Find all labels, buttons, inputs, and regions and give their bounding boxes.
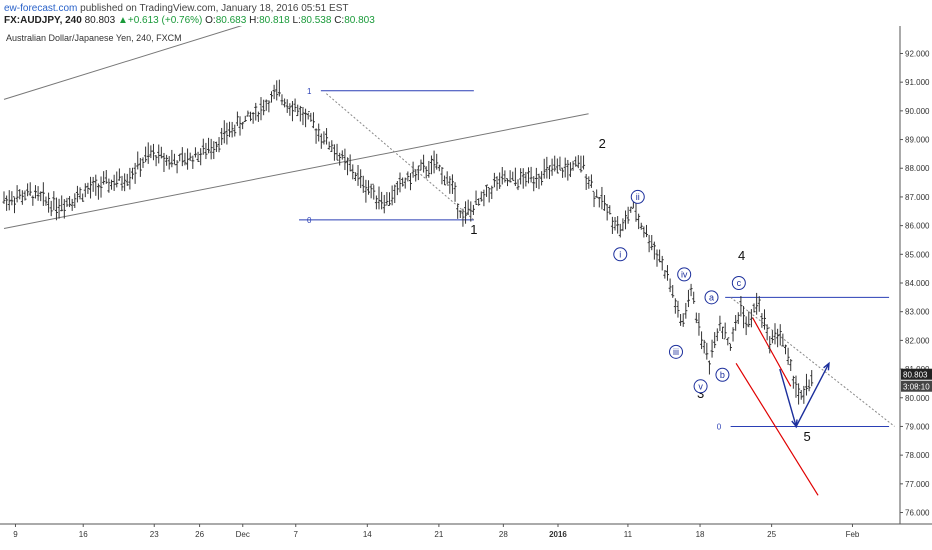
wave-label: 2 [599,136,606,151]
y-tick-label: 87.000 [905,193,930,202]
fib-level-label: 1 [307,87,312,96]
x-tick-label: 9 [13,530,18,539]
x-tick-label: Dec [236,530,250,539]
countdown-tag-label: 3:08:10 [903,383,930,392]
projection-arrowhead-down [791,419,798,429]
fib-level-label: 0 [307,216,312,225]
subwave-label: a [709,292,714,302]
subwave-label: iii [673,347,679,357]
wave-label: 4 [738,248,745,263]
y-tick-label: 86.000 [905,222,930,231]
open-value: 80.683 [215,15,247,26]
x-tick-label: 25 [767,530,776,539]
fib-level-label: 0 [717,422,722,431]
low-value: 80.538 [300,15,332,26]
subwave-label: b [720,370,725,380]
drawing-layer [3,26,895,496]
price-axis-panel [900,26,932,550]
subwave-circle [613,247,628,262]
open-label: O: [205,15,216,26]
x-tick-label: 2016 [549,530,567,539]
y-tick-label: 91.000 [905,78,930,87]
symbol-label[interactable]: FX:AUDJPY, 240 [4,15,82,26]
x-tick-label: Feb [846,530,860,539]
price-bars [2,79,814,405]
projection-arrowhead-up [823,361,830,371]
wave-label: 1 [470,222,477,237]
subwave-circle [669,344,683,359]
subwave-circle [630,189,645,204]
y-tick-label: 80.000 [905,394,930,403]
last-price-tag-label: 80.803 [903,371,928,380]
last-price: 80.803 [84,15,116,26]
chart-background [0,26,932,550]
up-arrow-icon: ▲ [117,15,128,26]
subwave-circle [693,379,708,394]
x-tick-label: 21 [434,530,443,539]
subwave-label: i [619,249,621,259]
subwave-label: ii [636,192,640,202]
site-link[interactable]: ew-forecast.com [4,3,78,14]
subwave-label: c [737,278,742,288]
fib-trend-line [730,296,895,427]
high-label: H: [249,15,260,26]
publish-info: ew-forecast.com published on TradingView… [4,3,348,14]
subwave-circle [731,276,746,290]
wave-label: 5 [804,429,811,444]
y-tick-label: 84.000 [905,279,930,288]
y-tick-label: 79.000 [905,422,930,431]
close-value: 80.803 [344,15,375,26]
low-label: L: [292,15,301,26]
symbol-quote: FX:AUDJPY, 240 80.803 ▲+0.613 (+0.76%) O… [4,15,375,26]
subwave-circle [677,267,692,282]
y-tick-label: 77.000 [905,480,930,489]
y-tick-label: 76.000 [905,509,930,518]
subwave-circle [704,290,719,305]
x-tick-label: 14 [363,530,372,539]
wedge-line [751,317,792,387]
x-tick-label: 7 [294,530,299,539]
x-tick-label: 18 [696,530,705,539]
price-chart[interactable]: Australian Dollar/Japanese Yen, 240, FXC… [0,26,932,550]
wedge-line [735,363,819,496]
y-tick-label: 85.000 [905,250,930,259]
chart-title: Australian Dollar/Japanese Yen, 240, FXC… [6,33,182,43]
x-tick-label: 26 [195,530,204,539]
chart-header: ew-forecast.com published on TradingView… [0,0,932,26]
subwave-circle [715,367,730,382]
y-tick-label: 78.000 [905,451,930,460]
close-label: C: [334,15,345,26]
y-tick-label: 92.000 [905,49,930,58]
last-price-tag [901,368,932,380]
x-tick-label: 11 [624,530,633,539]
x-tick-label: 28 [499,530,508,539]
published-text: published on TradingView.com, January 18… [80,3,349,14]
change-value: +0.613 (+0.76%) [127,15,203,26]
x-tick-label: 16 [79,530,88,539]
annotation-layer: 12345iiiiiiivvabc100 [307,87,811,444]
subwave-label: iv [681,269,688,279]
fib-trend-line [326,93,475,221]
y-tick-label: 88.000 [905,164,930,173]
channel-line [3,26,243,100]
channel-line [3,113,589,229]
subwave-label: v [698,381,703,391]
y-tick-label: 89.000 [905,136,930,145]
y-tick-label: 82.000 [905,336,930,345]
countdown-tag [901,380,932,392]
high-value: 80.818 [259,15,290,26]
y-tick-label: 83.000 [905,308,930,317]
y-tick-label: 90.000 [905,107,930,116]
x-tick-label: 23 [150,530,159,539]
axes: 92.000 91.000 90.000 89.000 88.000 87.000 86.0… [0,26,932,550]
